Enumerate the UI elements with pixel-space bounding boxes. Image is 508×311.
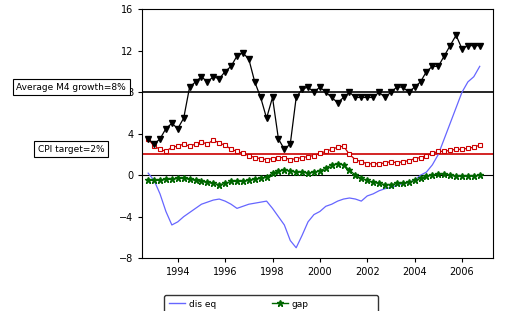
Legend: dis eq, CPI inflation rate, gap, M4 annual growth: dis eq, CPI inflation rate, gap, M4 annu… bbox=[164, 295, 377, 311]
Text: CPI target=2%: CPI target=2% bbox=[38, 145, 105, 154]
Text: Average M4 growth=8%: Average M4 growth=8% bbox=[16, 83, 126, 91]
